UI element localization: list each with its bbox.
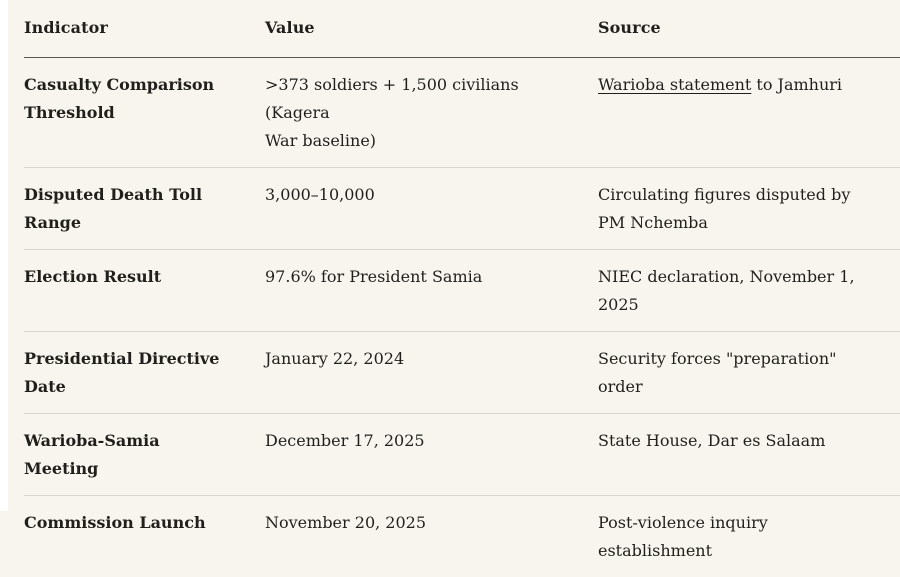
indicator-cell: Disputed Death Toll Range	[24, 168, 265, 250]
source-cell: NIEC declaration, November 1, 2025	[598, 250, 900, 332]
indicator-cell: Commission Launch	[24, 496, 265, 577]
source-cell-text: to Jamhuri	[751, 75, 842, 94]
value-cell: 97.6% for President Samia	[265, 250, 598, 332]
table-row-election-result: Election Result 97.6% for President Sami…	[24, 250, 900, 332]
source-cell: Warioba statement to Jamhuri	[598, 58, 900, 168]
indicator-cell: Casualty Comparison Threshold	[24, 58, 265, 168]
table-row-casualty-threshold: Casualty Comparison Threshold >373 soldi…	[24, 58, 900, 168]
warioba-statement-link[interactable]: Warioba statement	[598, 75, 751, 94]
table-row-commission-launch: Commission Launch November 20, 2025 Post…	[24, 496, 900, 577]
table-row-warioba-samia-meeting: Warioba-Samia Meeting December 17, 2025 …	[24, 414, 900, 496]
indicators-table: Indicator Value Source Casualty Comparis…	[24, 0, 900, 577]
value-cell: January 22, 2024	[265, 332, 598, 414]
table-header: Indicator Value Source	[24, 0, 900, 58]
source-cell: Circulating figures disputed by PM Nchem…	[598, 168, 900, 250]
table-row-presidential-directive: Presidential Directive Date January 22, …	[24, 332, 900, 414]
column-header-source: Source	[598, 0, 900, 58]
table-row-death-toll-range: Disputed Death Toll Range 3,000–10,000 C…	[24, 168, 900, 250]
indicator-cell: Warioba-Samia Meeting	[24, 414, 265, 496]
source-cell: State House, Dar es Salaam	[598, 414, 900, 496]
indicator-cell: Presidential Directive Date	[24, 332, 265, 414]
header-row: Indicator Value Source	[24, 0, 900, 58]
column-header-value: Value	[265, 0, 598, 58]
column-header-indicator: Indicator	[24, 0, 265, 58]
page-left-edge	[0, 0, 8, 511]
value-cell: 3,000–10,000	[265, 168, 598, 250]
indicator-cell: Election Result	[24, 250, 265, 332]
source-cell: Post-violence inquiry establishment	[598, 496, 900, 577]
value-cell: December 17, 2025	[265, 414, 598, 496]
value-cell: November 20, 2025	[265, 496, 598, 577]
source-cell: Security forces "preparation" order	[598, 332, 900, 414]
value-cell: >373 soldiers + 1,500 civilians (Kagera …	[265, 58, 598, 168]
